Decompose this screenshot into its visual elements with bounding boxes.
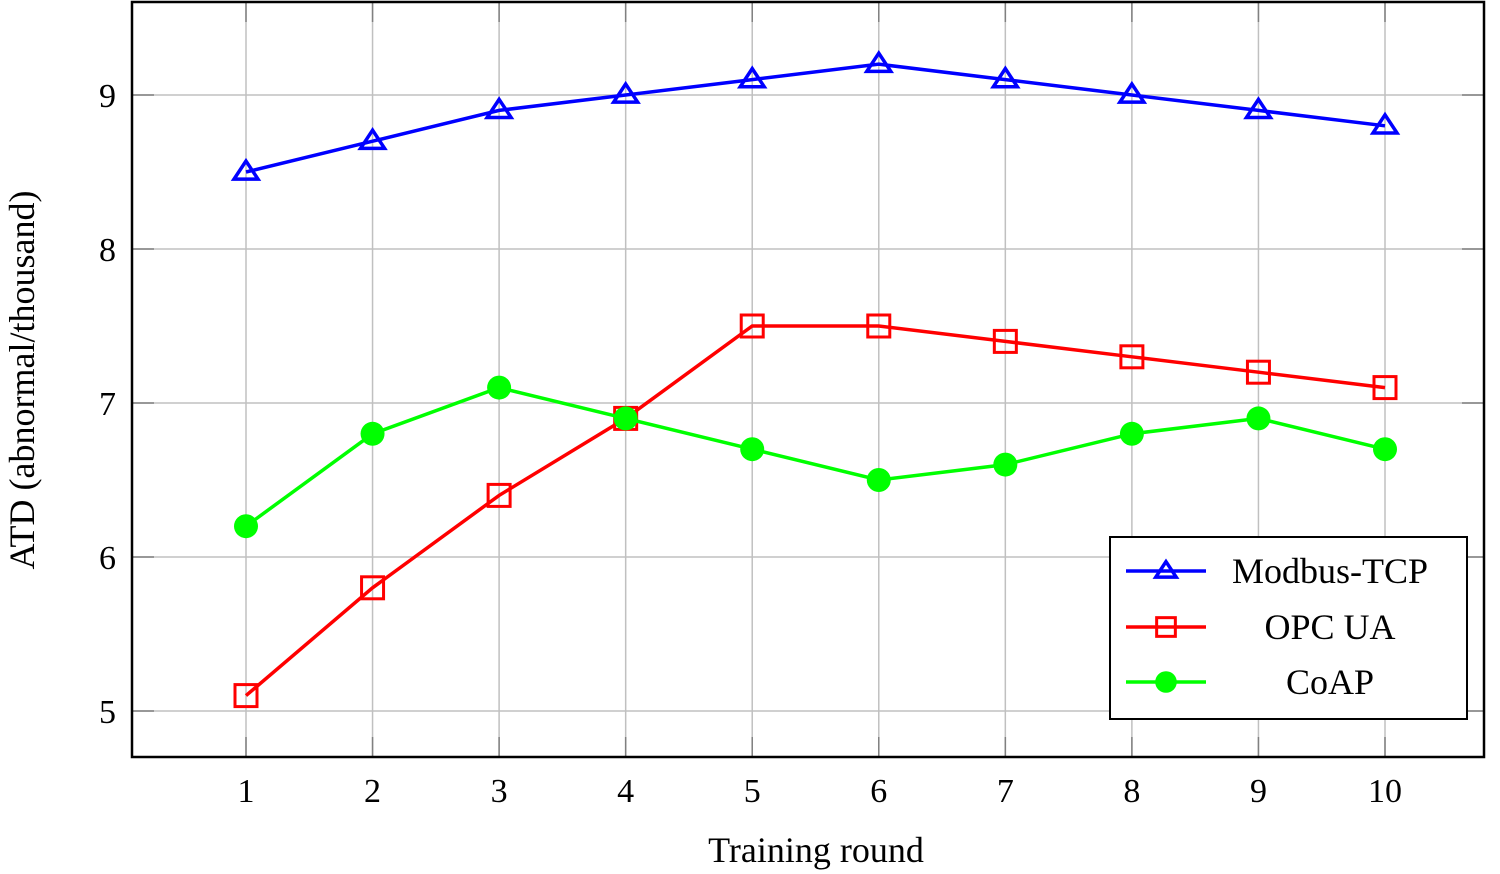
legend: Modbus-TCP OPC UA CoAP [1109,536,1468,720]
triangle-marker [230,157,262,181]
triangle-marker [1243,96,1274,120]
circle-marker [360,421,385,446]
x-tick-label: 6 [870,773,887,810]
square-marker [233,683,259,709]
y-tick-label: 6 [99,540,116,577]
y-tick-label: 8 [99,232,116,269]
data-series [230,50,1401,709]
series-line [244,385,1386,528]
x-tick-label: 1 [238,773,255,810]
x-axis-title: Training round [708,830,924,870]
triangle-marker [736,65,768,89]
square-marker [866,313,892,339]
y-axis-title: ATD (abnormal/thousand) [2,191,42,570]
triangle-marker [483,96,515,120]
circle-marker [613,406,638,431]
triangle-marker [990,65,1021,89]
square-marker [1119,344,1145,370]
square-marker [1372,375,1398,401]
circle-marker [1246,406,1271,431]
series-line [245,62,1386,174]
circle-marker [740,437,765,462]
series-coap [234,375,1397,539]
square-marker [1245,359,1271,385]
circle-marker [866,468,891,492]
square-marker [360,575,386,601]
x-tick-label: 8 [1123,773,1140,810]
circle-marker [234,514,258,539]
legend-label: OPC UA [1264,607,1395,647]
legend-item: Modbus-TCP [1126,551,1428,591]
triangle-marker [1116,80,1148,104]
grid-lines [132,2,1484,757]
square-marker [739,313,765,339]
series-line [244,324,1386,697]
triangle-marker [357,127,388,151]
x-tick-label: 10 [1368,773,1402,810]
triangle-marker [610,80,641,104]
triangle-marker [1152,558,1180,579]
x-tick-label: 5 [744,773,761,810]
legend-item: OPC UA [1126,607,1396,647]
circle-marker [1373,437,1397,462]
legend-item: CoAP [1126,662,1374,702]
x-tick-label: 7 [997,773,1014,810]
circle-marker [487,375,512,400]
circle-marker [1155,671,1177,693]
axis-ticks [132,2,1484,757]
x-tick-labels: 1 2 3 4 5 6 7 8 9 10 [238,773,1403,810]
square-marker [992,328,1018,354]
x-tick-label: 2 [364,773,381,810]
x-tick-label: 9 [1250,773,1267,810]
y-tick-label: 9 [99,78,116,115]
y-tick-labels: 5 6 7 8 9 [99,78,116,731]
triangle-marker [863,50,895,74]
circle-marker [993,452,1018,477]
triangle-marker [1369,111,1401,135]
x-tick-label: 3 [491,773,508,810]
legend-label: CoAP [1286,662,1374,702]
plot-frame [130,0,1486,759]
legend-label: Modbus-TCP [1232,551,1428,591]
square-marker [486,482,512,508]
x-tick-label: 4 [617,773,634,810]
y-tick-label: 7 [99,386,116,423]
y-tick-label: 5 [99,694,116,731]
square-marker [1155,616,1177,638]
series-modbus-tcp [230,50,1401,181]
circle-marker [1119,421,1144,446]
